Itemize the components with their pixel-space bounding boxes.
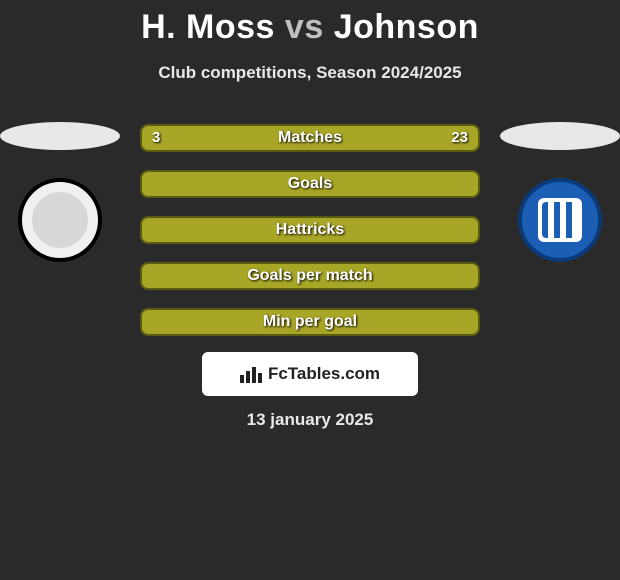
stat-bars: 3 Matches 23 Goals Hattricks Goals per m… <box>140 124 480 354</box>
brand-chart-icon <box>240 365 262 383</box>
stat-right-value: 23 <box>451 126 468 150</box>
crest-left-inner <box>32 192 88 248</box>
player1-placeholder-oval <box>0 122 120 150</box>
stat-row-hattricks: Hattricks <box>140 216 480 244</box>
stat-row-min-per-goal: Min per goal <box>140 308 480 336</box>
stat-label: Matches <box>142 126 478 150</box>
stat-row-matches: 3 Matches 23 <box>140 124 480 152</box>
player1-name: H. Moss <box>141 8 275 46</box>
stat-label: Hattricks <box>142 218 478 242</box>
stat-label: Goals <box>142 172 478 196</box>
crest-right-inner <box>538 198 582 242</box>
comparison-title: H. Moss vs Johnson <box>0 0 620 47</box>
vs-text: vs <box>285 8 324 46</box>
stat-row-goals: Goals <box>140 170 480 198</box>
brand-text: FcTables.com <box>268 364 380 384</box>
player2-name: Johnson <box>334 8 479 46</box>
brand-badge: FcTables.com <box>202 352 418 396</box>
stat-label: Goals per match <box>142 264 478 288</box>
stat-row-goals-per-match: Goals per match <box>140 262 480 290</box>
date-text: 13 january 2025 <box>0 410 620 430</box>
crest-right-stripes <box>542 202 578 238</box>
subtitle: Club competitions, Season 2024/2025 <box>0 63 620 83</box>
stat-label: Min per goal <box>142 310 478 334</box>
player2-placeholder-oval <box>500 122 620 150</box>
club-crest-left <box>18 178 102 262</box>
club-crest-right <box>518 178 602 262</box>
